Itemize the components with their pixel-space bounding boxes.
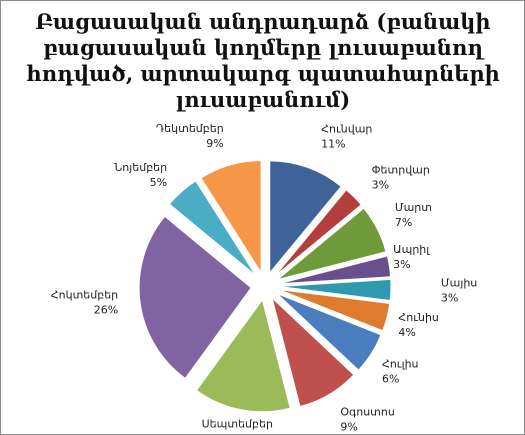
pie-slice-3 <box>277 207 387 281</box>
pie-slice-1 <box>269 160 342 275</box>
pie-slice-7 <box>276 293 382 371</box>
slice-percent-1: 11% <box>321 138 345 151</box>
slice-percent-7: 6% <box>382 372 399 385</box>
slice-label-3: Մարտ <box>395 201 432 214</box>
slice-label-1: Հունվար <box>321 123 372 136</box>
slice-label-8: Օգոստոս <box>340 405 395 418</box>
slice-label-7: Հուլիս <box>382 357 419 370</box>
slice-label-9: Սեպտեմբեր <box>202 417 273 430</box>
pie-slice-5 <box>278 278 392 302</box>
slice-label-12: Դեկտեմբեր <box>156 122 224 135</box>
pie-slice-11 <box>168 180 257 276</box>
pie-slice-8 <box>271 296 355 408</box>
slice-percent-11: 5% <box>150 176 167 189</box>
pie-slice-2 <box>274 189 362 277</box>
pie-slice-9 <box>195 298 291 413</box>
slice-label-11: Նոյեմբեր <box>114 161 167 174</box>
pie-slice-6 <box>278 288 391 332</box>
slice-label-6: Հունիս <box>398 311 439 324</box>
slice-label-10: Հոկտեմբեր <box>51 289 118 302</box>
pie-slice-10 <box>138 215 252 380</box>
slice-label-5: Մայիս <box>441 277 477 290</box>
slice-percent-6: 4% <box>398 326 415 339</box>
slice-percent-8: 9% <box>340 420 357 433</box>
slice-percent-10: 26% <box>94 304 118 317</box>
slice-percent-12: 9% <box>206 137 223 150</box>
chart-title: Բացասական անդրադարձ (բանակի բացասական կո… <box>26 9 500 112</box>
slice-percent-3: 7% <box>395 216 412 229</box>
slice-label-2: Փետրվար <box>372 163 430 176</box>
slice-percent-9: 14% <box>225 432 249 434</box>
pie-slice-4 <box>278 255 392 285</box>
pie-slice-12 <box>200 160 262 275</box>
slice-label-4: Ապրիլ <box>393 243 430 256</box>
slice-percent-5: 3% <box>441 292 458 305</box>
slice-percent-4: 3% <box>393 258 410 271</box>
slice-percent-2: 3% <box>372 178 389 191</box>
